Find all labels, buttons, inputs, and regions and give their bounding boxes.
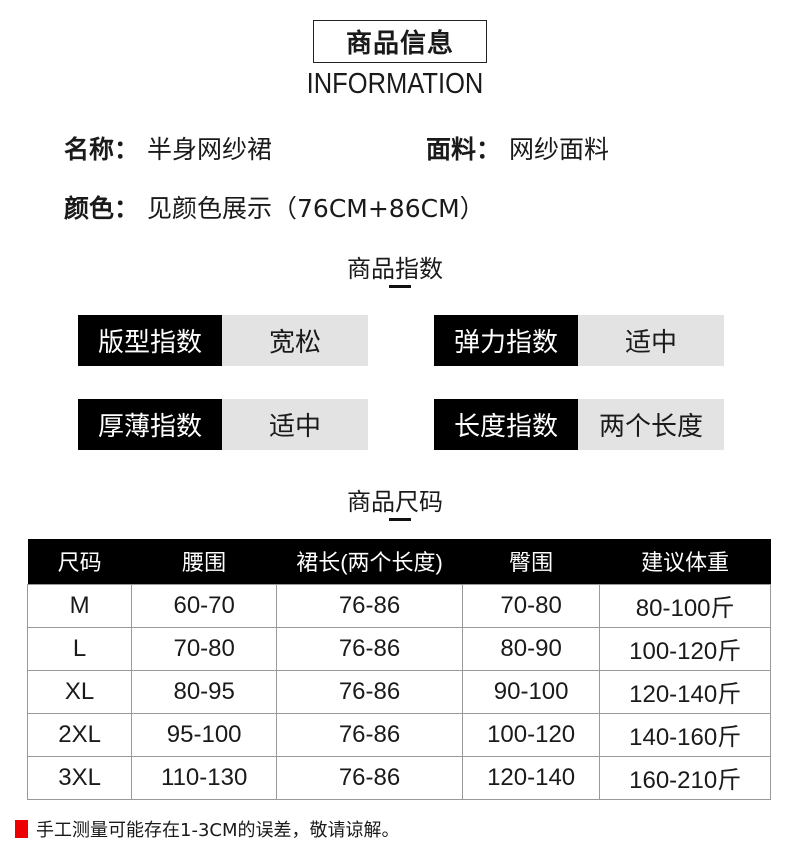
index-value: 两个长度 <box>578 399 724 450</box>
table-cell: 100-120 <box>461 712 601 757</box>
table-cell: 76-86 <box>276 669 463 714</box>
table-cell: 80-95 <box>131 669 278 714</box>
table-row: M 60-70 76-86 70-80 80-100斤 <box>26 583 771 628</box>
table-cell: 76-86 <box>276 712 463 757</box>
index-label: 长度指数 <box>434 399 578 450</box>
measurement-note: 手工测量可能存在1-3CM的误差，敬请谅解。 <box>15 816 400 842</box>
index-label: 版型指数 <box>78 315 222 366</box>
table-row: L 70-80 76-86 80-90 100-120斤 <box>26 626 771 671</box>
red-square-icon <box>15 820 28 838</box>
divider <box>389 518 411 521</box>
table-cell: M <box>26 583 133 628</box>
detail-name: 名称： 半身网纱裙 <box>64 131 272 165</box>
column-header: 尺码 <box>27 539 132 584</box>
index-label: 弹力指数 <box>434 315 578 366</box>
table-cell: 76-86 <box>276 626 463 671</box>
index-item: 弹力指数 适中 <box>434 315 724 366</box>
table-cell: 76-86 <box>276 583 463 628</box>
table-cell: 3XL <box>26 755 133 800</box>
index-item: 厚薄指数 适中 <box>78 399 368 450</box>
index-value: 适中 <box>222 399 368 450</box>
detail-value: 半身网纱裙 <box>147 135 273 164</box>
table-cell: 140-160斤 <box>599 712 771 757</box>
detail-fabric: 面料： 网纱面料 <box>426 131 609 165</box>
table-cell: 80-100斤 <box>599 583 771 628</box>
table-cell: 95-100 <box>131 712 278 757</box>
table-cell: 90-100 <box>461 669 601 714</box>
detail-value: 网纱面料 <box>509 135 610 164</box>
column-header: 裙长(两个长度) <box>276 539 463 584</box>
table-cell: 60-70 <box>131 583 278 628</box>
table-cell: XL <box>26 669 133 714</box>
index-value: 宽松 <box>222 315 368 366</box>
table-row: XL 80-95 76-86 90-100 120-140斤 <box>26 669 771 714</box>
table-cell: 76-86 <box>276 755 463 800</box>
detail-value: 见颜色展示（76CM+86CM） <box>147 194 485 223</box>
size-section-title: 商品尺码 <box>347 488 443 516</box>
index-item: 长度指数 两个长度 <box>434 399 724 450</box>
detail-label: 面料： <box>426 135 502 164</box>
table-row: 3XL 110-130 76-86 120-140 160-210斤 <box>26 755 771 800</box>
detail-color: 颜色： 见颜色展示（76CM+86CM） <box>64 190 485 224</box>
table-cell: 70-80 <box>131 626 278 671</box>
column-header: 建议体重 <box>599 539 771 584</box>
table-cell: 120-140斤 <box>599 669 771 714</box>
table-header: 尺码 腰围 裙长(两个长度) 臀围 建议体重 <box>27 539 771 584</box>
column-header: 腰围 <box>131 539 277 584</box>
index-value: 适中 <box>578 315 724 366</box>
note-text: 手工测量可能存在1-3CM的误差，敬请谅解。 <box>36 820 400 841</box>
index-item: 版型指数 宽松 <box>78 315 368 366</box>
index-label: 厚薄指数 <box>78 399 222 450</box>
table-cell: 110-130 <box>131 755 278 800</box>
table-row: 2XL 95-100 76-86 100-120 140-160斤 <box>26 712 771 757</box>
table-cell: 2XL <box>26 712 133 757</box>
page-subtitle: INFORMATION <box>306 68 484 100</box>
divider <box>389 285 411 288</box>
detail-label: 颜色： <box>64 194 140 223</box>
table-cell: 70-80 <box>461 583 601 628</box>
detail-label: 名称： <box>64 135 140 164</box>
size-table: 尺码 腰围 裙长(两个长度) 臀围 建议体重 M 60-70 76-86 70-80 8… <box>26 539 771 800</box>
column-header: 臀围 <box>462 539 600 584</box>
page-title: 商品信息 <box>313 20 487 63</box>
table-cell: 80-90 <box>461 626 601 671</box>
table-cell: L <box>26 626 133 671</box>
table-cell: 100-120斤 <box>599 626 771 671</box>
table-cell: 120-140 <box>461 755 601 800</box>
index-section-title: 商品指数 <box>347 255 443 283</box>
table-cell: 160-210斤 <box>599 755 771 800</box>
